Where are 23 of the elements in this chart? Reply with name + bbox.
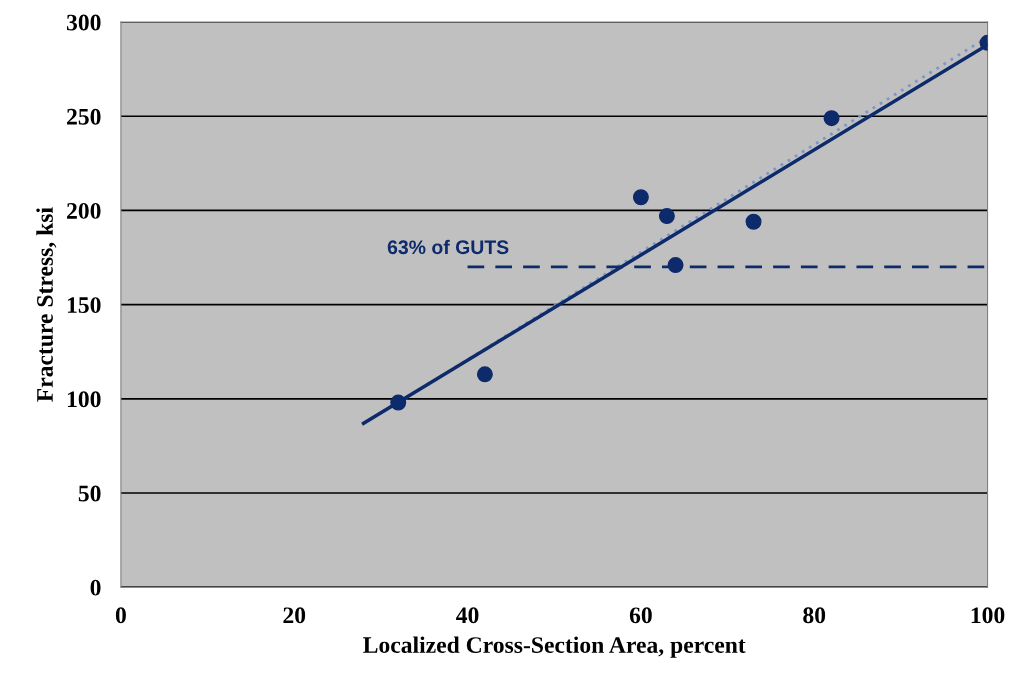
point — [745, 213, 762, 230]
x-tick-label: 80 — [803, 607, 826, 624]
y-tick-label: 150 — [67, 297, 101, 314]
y-tick-label: 50 — [78, 485, 101, 502]
point — [632, 189, 649, 206]
y-tick-label: 250 — [67, 108, 101, 125]
point — [390, 394, 407, 411]
y-tick-label: 100 — [67, 391, 101, 408]
y-tick-label: 200 — [67, 202, 101, 219]
annotation: 63% of GUTS — [387, 239, 509, 255]
point — [823, 110, 840, 127]
point — [658, 208, 675, 225]
point — [476, 366, 493, 383]
x-tick-label: 0 — [115, 607, 126, 624]
x-tick-label: 20 — [283, 607, 306, 624]
point — [667, 257, 684, 274]
x-tick-label: 100 — [971, 607, 1005, 624]
x-tick-label: 60 — [629, 607, 652, 624]
x-tick-label: 40 — [456, 607, 479, 624]
y-tick-label: 0 — [90, 579, 101, 596]
x-axis-title: Localized Cross-Section Area, percent — [363, 636, 746, 658]
y-axis-title: Fracture Stress, ksi — [36, 207, 57, 402]
y-tick-label: 300 — [66, 14, 101, 31]
